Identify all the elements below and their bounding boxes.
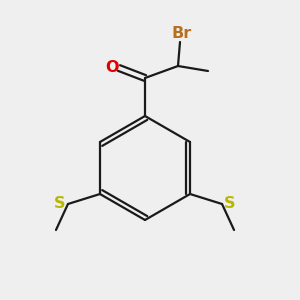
Text: Br: Br xyxy=(172,26,192,41)
Text: S: S xyxy=(54,196,66,211)
Text: S: S xyxy=(224,196,236,211)
Text: O: O xyxy=(105,61,119,76)
